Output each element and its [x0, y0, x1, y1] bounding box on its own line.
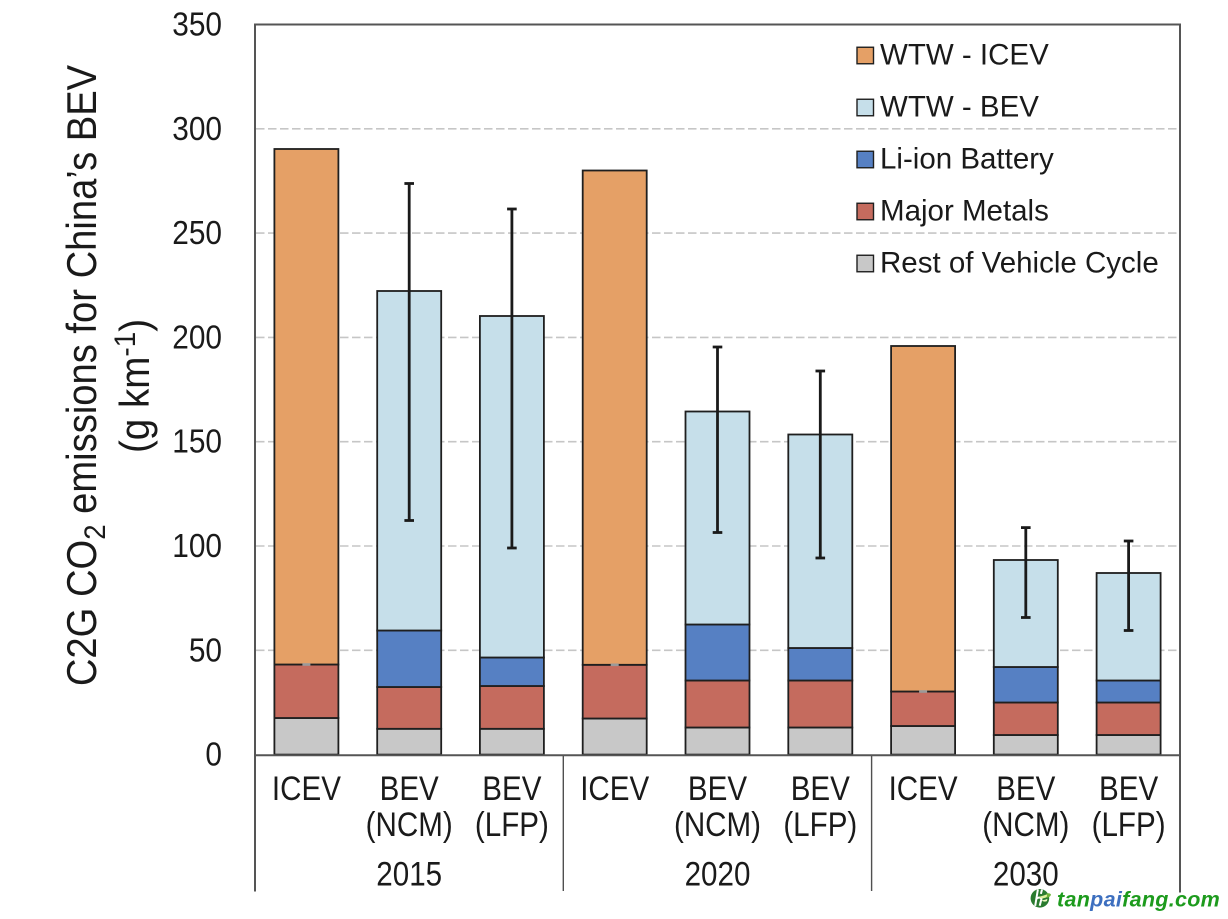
- svg-text:(LFP): (LFP): [783, 805, 857, 843]
- svg-text:100: 100: [172, 526, 222, 564]
- svg-text:BEV: BEV: [688, 769, 748, 807]
- svg-text:BEV: BEV: [791, 769, 851, 807]
- svg-text:150: 150: [172, 422, 222, 460]
- svg-text:(NCM): (NCM): [982, 805, 1069, 843]
- svg-text:WTW - BEV: WTW - BEV: [880, 91, 1039, 124]
- svg-text:Li-ion Battery: Li-ion Battery: [880, 143, 1054, 176]
- svg-text:WTW - ICEV: WTW - ICEV: [880, 39, 1049, 72]
- svg-text:2030: 2030: [993, 855, 1059, 893]
- svg-text:BEV: BEV: [996, 769, 1056, 807]
- svg-text:50: 50: [189, 631, 222, 669]
- svg-text:300: 300: [172, 109, 222, 147]
- svg-text:C2G CO2 emissions for China’s: C2G CO2 emissions for China’s BEV: [60, 64, 113, 686]
- svg-text:(g km-1): (g km-1): [109, 319, 158, 453]
- svg-text:tanpaifang.com: tanpaifang.com: [1057, 888, 1220, 912]
- svg-text:(LFP): (LFP): [1092, 805, 1166, 843]
- svg-text:ICEV: ICEV: [580, 769, 650, 807]
- svg-text:2020: 2020: [685, 855, 751, 893]
- svg-text:(LFP): (LFP): [475, 805, 549, 843]
- svg-text:0: 0: [205, 735, 222, 773]
- svg-text:BEV: BEV: [1099, 769, 1159, 807]
- svg-text:BEV: BEV: [482, 769, 542, 807]
- svg-text:ICEV: ICEV: [889, 769, 959, 807]
- svg-text:ICEV: ICEV: [272, 769, 342, 807]
- svg-text:2015: 2015: [376, 855, 442, 893]
- svg-text:250: 250: [172, 213, 222, 251]
- svg-text:200: 200: [172, 318, 222, 356]
- svg-text:Major Metals: Major Metals: [880, 195, 1049, 228]
- svg-text:BEV: BEV: [380, 769, 440, 807]
- svg-text:(NCM): (NCM): [366, 805, 453, 843]
- svg-text:(NCM): (NCM): [674, 805, 761, 843]
- svg-text:Rest of Vehicle Cycle: Rest of Vehicle Cycle: [880, 247, 1159, 280]
- svg-text:350: 350: [172, 5, 222, 43]
